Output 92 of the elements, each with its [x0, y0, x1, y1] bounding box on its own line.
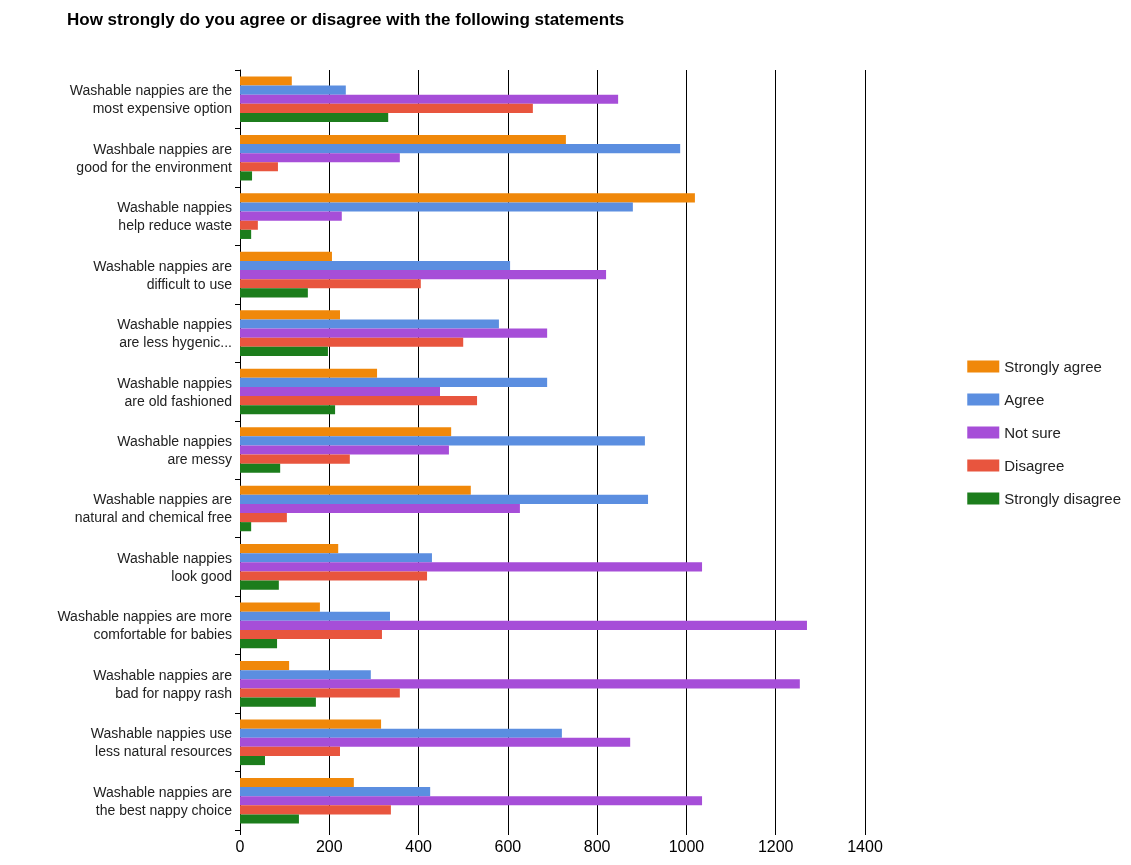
bar — [240, 670, 371, 680]
y-tick-label: Washable nappies are less hygenic... — [117, 316, 232, 351]
bar — [240, 279, 421, 289]
bar — [240, 153, 400, 163]
bar — [240, 202, 633, 212]
bar — [240, 229, 252, 239]
bar — [240, 544, 339, 554]
x-tick-label: 1000 — [668, 837, 705, 855]
x-tick-label: 600 — [494, 837, 522, 855]
bar — [240, 396, 478, 406]
x-tick-label: 1400 — [847, 837, 883, 855]
bar — [240, 85, 346, 95]
bar — [240, 162, 278, 172]
y-tick-label: Washable nappies use less natural resources — [90, 725, 233, 760]
bar — [240, 688, 400, 698]
bar — [240, 814, 299, 824]
y-tick-label: Washable nappies are difficult to use — [93, 257, 233, 292]
y-tick-label: Washable nappies are bad for nappy rash — [93, 666, 233, 701]
bar — [240, 580, 279, 590]
bar — [240, 629, 382, 640]
legend-label: Agree — [1004, 391, 1045, 408]
bar — [240, 755, 265, 766]
bar — [240, 270, 607, 280]
bar — [240, 562, 703, 572]
bar — [240, 445, 449, 455]
bar — [240, 310, 340, 320]
x-tick-label: 400 — [405, 837, 433, 855]
bar — [240, 697, 316, 707]
bar — [240, 288, 308, 298]
bar — [240, 553, 432, 563]
bar — [240, 503, 520, 514]
bar — [240, 427, 452, 437]
bar — [240, 436, 645, 446]
bar — [240, 494, 649, 504]
bar — [240, 485, 471, 495]
bar — [240, 463, 281, 473]
bar — [240, 513, 287, 523]
bar — [240, 251, 332, 261]
bar — [240, 728, 562, 738]
bar — [240, 346, 328, 356]
bar — [240, 620, 807, 630]
bar — [240, 94, 619, 104]
bar — [240, 386, 440, 397]
y-tick-label: Washable nappies are natural and chemical free — [74, 491, 233, 526]
y-tick-label: Washable nappies are old fashioned — [117, 374, 232, 409]
bar — [240, 112, 389, 123]
bar — [240, 193, 695, 203]
legend-label: Disagree — [1004, 457, 1065, 474]
bar — [240, 522, 252, 532]
y-tick-label: Washable nappies are the most expensive option — [69, 82, 233, 117]
y-tick-label: Washable nappies help reduce waste — [117, 199, 233, 234]
legend-label: Not sure — [1004, 424, 1061, 441]
y-tick-label: Washable nappies look good — [117, 549, 232, 584]
bar — [240, 368, 378, 378]
bar — [240, 405, 336, 415]
x-tick-label: 800 — [583, 837, 611, 855]
bar — [240, 454, 350, 464]
bar — [240, 719, 382, 729]
bar — [240, 144, 681, 154]
y-tick-label: Washable nappies are messy — [117, 433, 232, 467]
bar — [240, 260, 511, 271]
bar — [240, 787, 431, 797]
bar — [240, 76, 292, 86]
x-tick-label: 1200 — [757, 837, 794, 855]
bar — [240, 337, 464, 347]
bar — [240, 211, 342, 221]
x-tick-label: 200 — [315, 837, 343, 855]
bar — [240, 319, 499, 329]
bar — [240, 737, 631, 747]
bar — [240, 377, 548, 387]
bar — [240, 661, 290, 671]
bar — [240, 777, 354, 788]
bar — [240, 679, 800, 689]
bar — [240, 602, 320, 612]
bar — [240, 571, 428, 581]
legend-label: Strongly agree — [1004, 358, 1102, 375]
bar — [240, 639, 278, 649]
legend-label: Strongly disagree — [1004, 490, 1121, 507]
bar — [240, 220, 258, 230]
bar — [240, 611, 390, 621]
bar — [240, 805, 391, 815]
y-tick-label: Washable nappies are more comfortable for babies — [57, 608, 233, 643]
bar — [240, 796, 703, 806]
bar — [240, 103, 533, 113]
bar — [240, 328, 548, 338]
y-tick-label: Washbale nappies are good for the environment — [76, 140, 233, 175]
bar — [240, 134, 566, 145]
bar — [240, 746, 340, 756]
x-tick-label: 0 — [235, 837, 245, 855]
bar — [240, 171, 253, 181]
chart-title: How strongly do you agree or disagree with the following statements — [67, 10, 625, 29]
y-tick-label: Washable nappies are the best nappy choice — [93, 783, 233, 818]
